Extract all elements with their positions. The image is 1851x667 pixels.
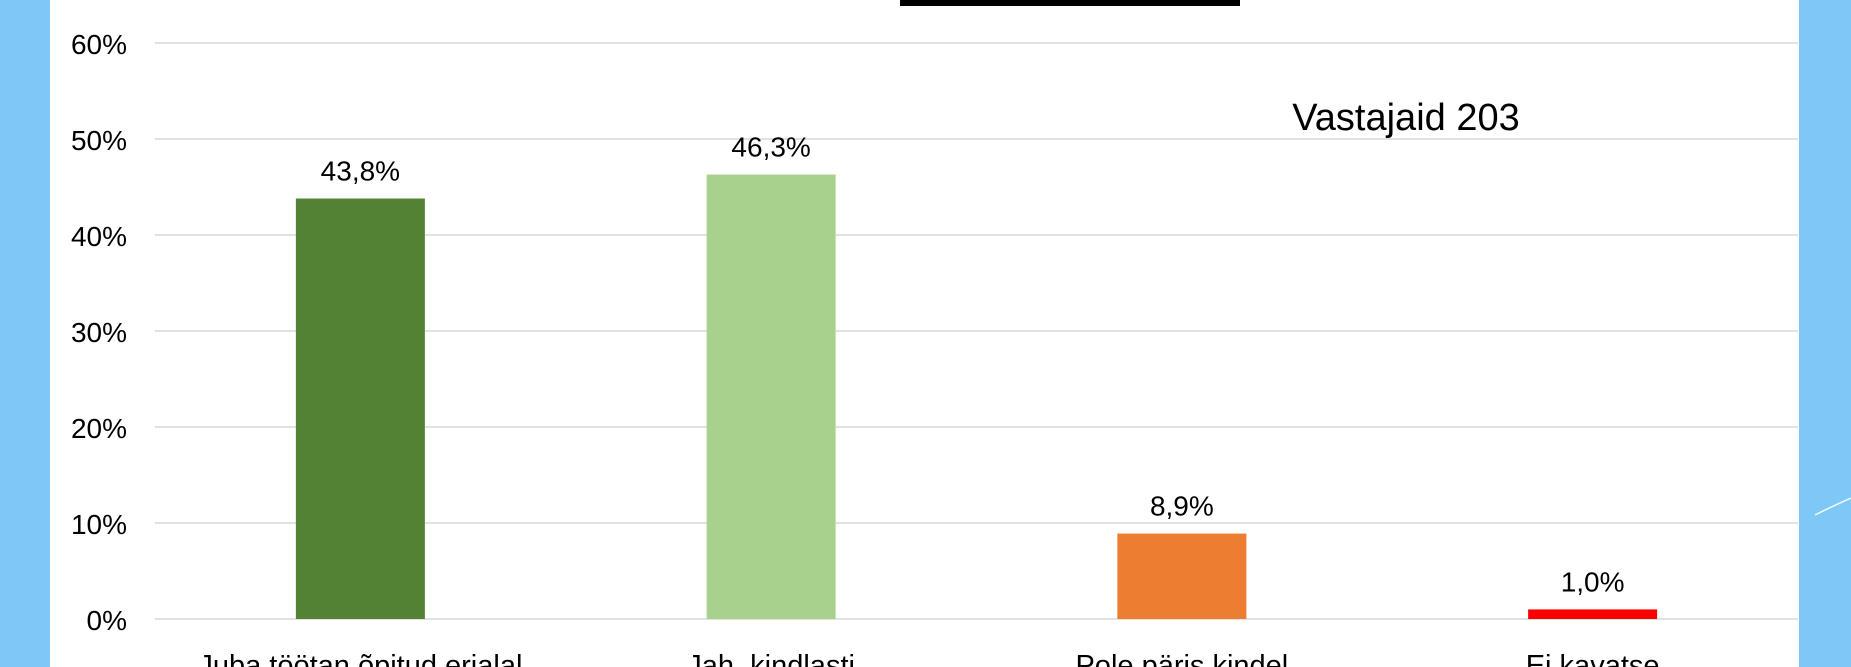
- data-label: 8,9%: [1150, 491, 1214, 522]
- data-label: 1,0%: [1561, 566, 1625, 597]
- bar: [1528, 609, 1658, 619]
- y-tick-label: 60%: [71, 29, 127, 60]
- data-label: 43,8%: [321, 156, 400, 187]
- y-tick-label: 50%: [71, 125, 127, 156]
- bar: [1117, 533, 1247, 619]
- x-tick-label: Juba töötan õpitud erialal: [198, 650, 522, 667]
- bar-chart: 0% 10% 20% 30% 40% 50% 60% 43,8% Juba töötan õpi…: [71, 0, 1798, 667]
- x-tick-label: Pole päris kindel: [1075, 650, 1288, 667]
- respondents-annotation: Vastajaid 203: [1292, 97, 1519, 139]
- cropped-title-fragment: [900, 0, 1240, 6]
- x-tick-label: Jah, kindlasti: [687, 650, 855, 667]
- chart-panel: 0% 10% 20% 30% 40% 50% 60% 43,8% Juba töötan õpi…: [50, 0, 1799, 667]
- bar: [706, 174, 836, 619]
- bar: [295, 198, 425, 619]
- y-tick-label: 0%: [87, 605, 127, 636]
- y-tick-label: 30%: [71, 317, 127, 348]
- y-tick-label: 10%: [71, 509, 127, 540]
- y-tick-label: 40%: [71, 221, 127, 252]
- x-tick-label: Ei kavatse: [1526, 650, 1660, 667]
- data-label: 46,3%: [731, 132, 810, 163]
- y-tick-label: 20%: [71, 413, 127, 444]
